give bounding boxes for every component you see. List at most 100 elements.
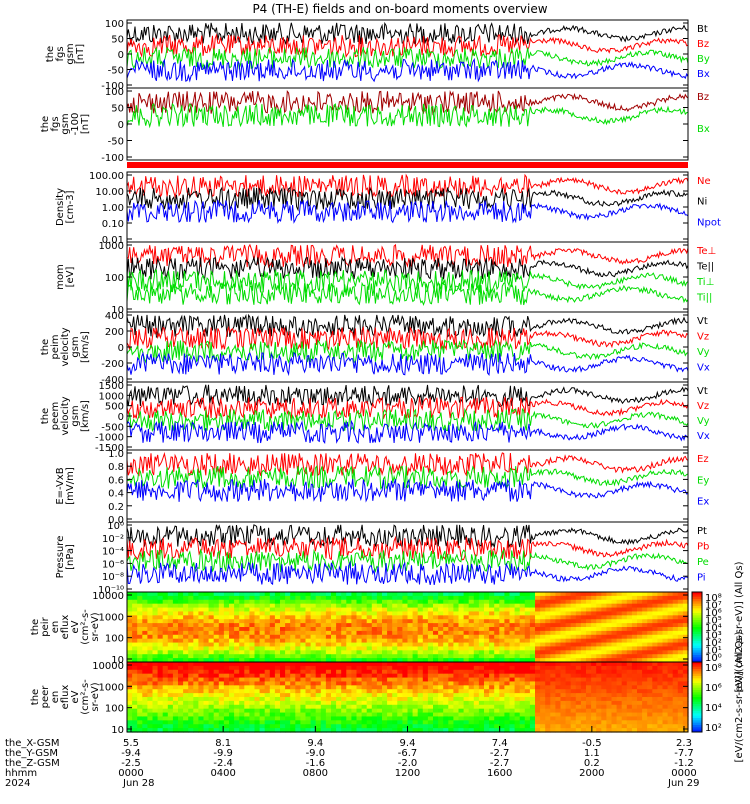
heatmap-cell <box>433 697 439 702</box>
heatmap-cell <box>213 724 220 729</box>
heatmap-cell <box>366 627 373 632</box>
heatmap-cell <box>662 704 669 710</box>
heatmap-cell <box>402 650 409 655</box>
heatmap-cell <box>509 634 516 640</box>
heatmap-cell <box>580 646 587 651</box>
heatmap-cell <box>412 627 419 632</box>
heatmap-cell <box>274 630 281 636</box>
heatmap-cell <box>213 704 220 710</box>
heatmap-cell <box>382 693 388 698</box>
heatmap-cell <box>586 673 592 679</box>
heatmap-cell <box>208 654 215 659</box>
heatmap-cell <box>234 658 240 663</box>
heatmap-cell <box>157 685 164 690</box>
heatmap-cell <box>320 724 327 729</box>
heatmap-cell <box>178 704 184 710</box>
heatmap-cell <box>229 716 235 721</box>
heatmap-cell <box>208 712 215 718</box>
heatmap-cell <box>142 592 148 597</box>
heatmap-cell <box>631 595 638 601</box>
heatmap-cell <box>601 685 607 690</box>
heatmap-cell <box>218 646 225 651</box>
heatmap-cell <box>478 623 485 628</box>
heatmap-cell <box>652 704 658 710</box>
heatmap-cell <box>478 708 485 714</box>
heatmap-cell <box>494 704 500 710</box>
heatmap-cell <box>285 700 291 706</box>
heatmap-cell <box>427 658 434 663</box>
heatmap-cell <box>540 658 546 663</box>
heatmap-cell <box>422 677 429 683</box>
heatmap-cell <box>376 697 383 702</box>
heatmap-cell <box>524 724 531 729</box>
heatmap-cell <box>412 700 419 706</box>
heatmap-cell <box>152 603 159 609</box>
heatmap-cell <box>565 720 572 725</box>
y-axis-label: peem <box>50 402 61 430</box>
heatmap-cell <box>677 693 684 698</box>
y-tick-label: 500 <box>105 402 124 413</box>
heatmap-cell <box>478 627 485 632</box>
heatmap-cell <box>341 638 347 644</box>
heatmap-cell <box>616 627 623 632</box>
heatmap-cell <box>305 650 312 655</box>
heatmap-cell <box>509 724 516 729</box>
heatmap-cell <box>667 638 674 644</box>
heatmap-cell <box>443 650 449 655</box>
heatmap-cell <box>254 724 261 729</box>
heatmap-cell <box>178 662 184 667</box>
heatmap-cell <box>132 650 138 655</box>
heatmap-cell <box>213 607 220 613</box>
heatmap-cell <box>371 693 378 698</box>
heatmap-cell <box>667 630 674 636</box>
heatmap-cell <box>203 685 210 690</box>
heatmap-cell <box>591 634 597 640</box>
heatmap-cell <box>504 724 511 729</box>
heatmap-cell <box>223 658 230 663</box>
heatmap-cell <box>631 603 638 609</box>
heatmap-cell <box>438 623 444 628</box>
heatmap-cell <box>127 646 133 651</box>
heatmap-cell <box>234 673 240 679</box>
series-line-te <box>126 243 689 269</box>
heatmap-cell <box>259 704 266 710</box>
heatmap-cell <box>188 611 194 616</box>
heatmap-cell <box>642 677 648 683</box>
heatmap-cell <box>142 728 148 733</box>
heatmap-cell <box>514 697 521 702</box>
heatmap-cell <box>147 728 154 733</box>
heatmap-cell <box>285 720 291 725</box>
heatmap-cell <box>249 673 256 679</box>
heatmap-cell <box>616 673 623 679</box>
heatmap-cell <box>402 693 409 698</box>
heatmap-cell <box>494 724 500 729</box>
heatmap-cell <box>178 650 184 655</box>
heatmap-cell <box>223 677 230 683</box>
heatmap-cell <box>366 650 373 655</box>
heatmap-cell <box>616 642 623 648</box>
heatmap-cell <box>269 630 276 636</box>
heatmap-cell <box>438 638 444 644</box>
heatmap-cell <box>621 681 628 686</box>
heatmap-cell <box>229 681 235 686</box>
heatmap-cell <box>657 592 664 597</box>
heatmap-cell <box>351 665 358 671</box>
heatmap-cell <box>137 662 143 667</box>
heatmap-cell <box>172 646 179 651</box>
heatmap-cell <box>371 650 378 655</box>
heatmap-cell <box>529 592 536 597</box>
heatmap-cell <box>575 716 582 721</box>
heatmap-cell <box>529 619 536 624</box>
heatmap-cell <box>545 607 551 613</box>
heatmap-cell <box>637 630 643 636</box>
heatmap-cell <box>300 599 307 605</box>
heatmap-cell <box>244 630 250 636</box>
heatmap-cell <box>560 669 567 675</box>
heatmap-cell <box>203 599 210 605</box>
heatmap-cell <box>499 689 505 694</box>
heatmap-cell <box>545 697 551 702</box>
heatmap-cell <box>152 607 159 613</box>
heatmap-cell <box>274 627 281 632</box>
heatmap-cell <box>606 615 613 620</box>
heatmap-cell <box>621 619 628 624</box>
